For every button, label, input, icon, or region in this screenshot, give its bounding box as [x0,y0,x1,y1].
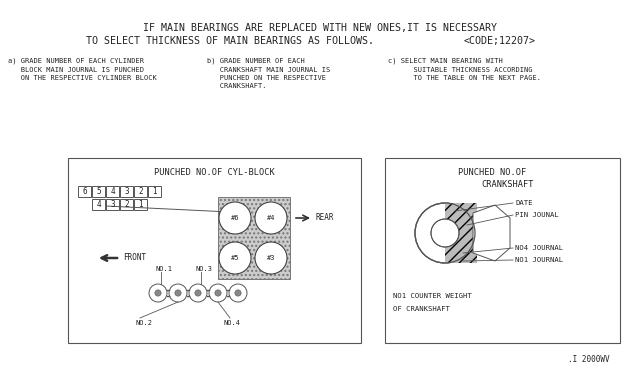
Bar [385,158,620,343]
Circle shape [235,290,241,296]
Text: NO1 JOURNAL: NO1 JOURNAL [515,257,563,263]
Text: PUNCHED NO.OF: PUNCHED NO.OF [458,168,527,177]
Circle shape [229,284,247,302]
Bar [78,186,91,197]
Text: #6: #6 [231,215,239,221]
Circle shape [169,284,187,302]
Circle shape [195,290,201,296]
Text: <CODE;12207>: <CODE;12207> [464,36,536,46]
Circle shape [219,202,251,234]
Bar [106,199,119,210]
Text: #3: #3 [267,255,275,261]
Circle shape [255,202,287,234]
Text: TO SELECT THICKNESS OF MAIN BEARINGS AS FOLLOWS.: TO SELECT THICKNESS OF MAIN BEARINGS AS … [86,36,374,46]
Circle shape [175,290,181,296]
Text: 4: 4 [110,187,115,196]
Text: NO1 COUNTER WEIGHT: NO1 COUNTER WEIGHT [393,293,472,299]
Text: 3: 3 [110,200,115,209]
Bar [106,186,119,197]
Bar [445,203,477,263]
Text: NO4 JOURNAL: NO4 JOURNAL [515,245,563,251]
Circle shape [431,219,459,247]
Bar [218,197,290,279]
Text: REAR: REAR [316,214,335,222]
Circle shape [155,290,161,296]
Circle shape [215,290,221,296]
Text: PIN JOUNAL: PIN JOUNAL [515,212,559,218]
Text: OF CRANKSHAFT: OF CRANKSHAFT [393,306,450,312]
Text: 3: 3 [124,187,129,196]
Circle shape [219,242,251,274]
Text: #4: #4 [267,215,275,221]
Text: IF MAIN BEARINGS ARE REPLACED WITH NEW ONES,IT IS NECESSARY: IF MAIN BEARINGS ARE REPLACED WITH NEW O… [143,23,497,33]
Text: CRANKSHAFT: CRANKSHAFT [481,180,534,189]
Text: FRONT: FRONT [123,253,146,263]
Text: c) SELECT MAIN BEARING WITH
      SUITABLE THICKNESS ACCORDING
      TO THE TABL: c) SELECT MAIN BEARING WITH SUITABLE THI… [388,58,541,80]
Bar [92,199,105,210]
Text: 1: 1 [138,200,143,209]
Bar [68,158,361,343]
Text: 6: 6 [82,187,87,196]
Text: 2: 2 [138,187,143,196]
Text: NO.1: NO.1 [156,266,173,272]
Bar [148,186,161,197]
Text: .I 2000WV: .I 2000WV [568,356,610,365]
Bar [134,199,147,210]
Text: #5: #5 [231,255,239,261]
Text: 4: 4 [96,200,101,209]
Text: 1: 1 [152,187,157,196]
Circle shape [149,284,167,302]
Bar [92,186,105,197]
Text: PUNCHED NO.OF CYL-BLOCK: PUNCHED NO.OF CYL-BLOCK [154,168,275,177]
Bar [134,186,147,197]
Bar [120,186,133,197]
Bar [120,199,133,210]
Polygon shape [473,205,510,261]
Text: DATE: DATE [515,200,532,206]
Circle shape [415,203,475,263]
Text: b) GRADE NUMBER OF EACH
   CRANKSHAFT MAIN JOURNAL IS
   PUNCHED ON THE RESPECTI: b) GRADE NUMBER OF EACH CRANKSHAFT MAIN … [207,58,330,89]
Text: NO.2: NO.2 [136,320,153,326]
Text: 5: 5 [96,187,101,196]
Circle shape [209,284,227,302]
Circle shape [255,242,287,274]
Text: a) GRADE NUMBER OF EACH CYLINDER
   BLOCK MAIN JOURNAL IS PUNCHED
   ON THE RESP: a) GRADE NUMBER OF EACH CYLINDER BLOCK M… [8,58,157,80]
Circle shape [189,284,207,302]
Text: 2: 2 [124,200,129,209]
Text: NO.4: NO.4 [223,320,240,326]
Text: NO.3: NO.3 [196,266,213,272]
